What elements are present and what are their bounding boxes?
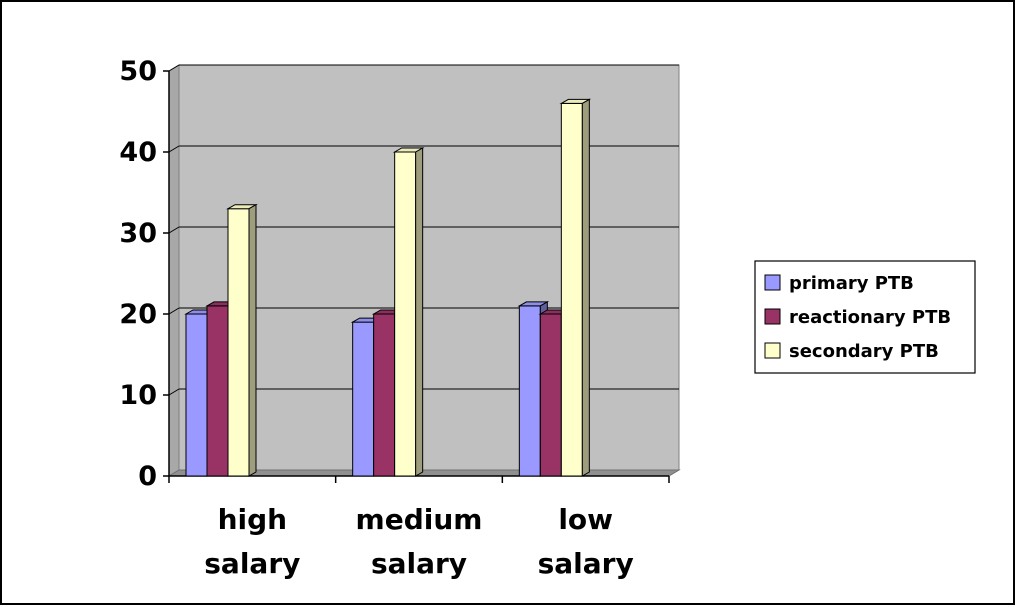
y-tick-label: 0: [138, 461, 157, 492]
bar-reactionary-ptb: [206, 305, 229, 477]
plot-side-wall: [168, 64, 180, 477]
legend: [754, 260, 976, 374]
bar-primary-ptb: [352, 321, 375, 477]
x-category-label: salary: [204, 547, 300, 580]
bar-secondary-ptb: [394, 151, 417, 477]
x-category-label: medium: [356, 503, 483, 536]
gridline-side: [168, 307, 180, 315]
gridline-side: [168, 145, 180, 153]
legend-swatch: [764, 342, 781, 359]
x-category-label: salary: [371, 547, 467, 580]
bar-reactionary-ptb: [373, 313, 396, 477]
bar-side: [415, 147, 424, 477]
y-tick-label: 40: [119, 137, 157, 168]
y-tick-label: 20: [119, 299, 157, 330]
bar-secondary-ptb: [227, 208, 250, 477]
legend-swatch: [764, 308, 781, 325]
legend-swatch: [764, 274, 781, 291]
bar-side: [581, 98, 590, 477]
x-category-label: salary: [538, 547, 634, 580]
gridline-side: [168, 226, 180, 234]
gridline-side: [168, 388, 180, 396]
bar-secondary-ptb: [560, 102, 583, 477]
bar-reactionary-ptb: [539, 313, 562, 477]
y-tick-label: 30: [119, 218, 157, 249]
x-category-label: high: [218, 503, 288, 536]
x-category-label: low: [558, 503, 613, 536]
gridline-side: [168, 64, 180, 72]
y-tick-label: 10: [119, 380, 157, 411]
legend-label: primary PTB: [789, 273, 914, 294]
bar-primary-ptb: [518, 305, 541, 477]
legend-label: secondary PTB: [789, 341, 939, 362]
legend-label: reactionary PTB: [789, 307, 951, 328]
y-tick-label: 50: [119, 56, 157, 87]
bar-side: [248, 203, 257, 477]
bar-primary-ptb: [185, 313, 208, 477]
